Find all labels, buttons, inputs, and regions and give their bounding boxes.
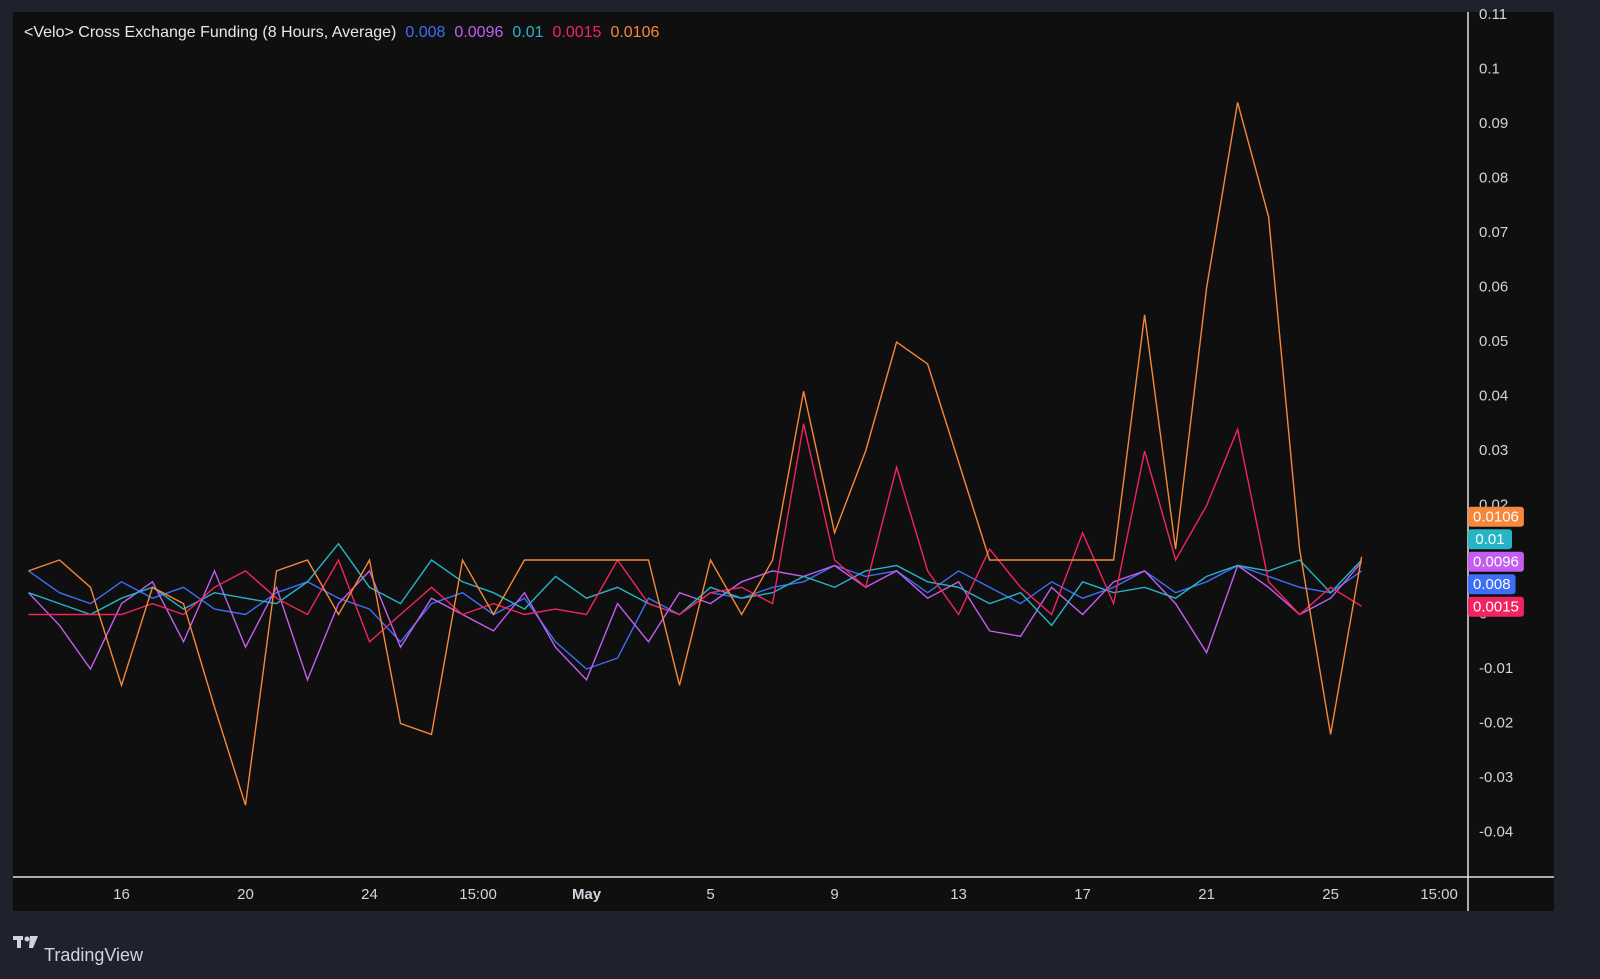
price-label-box xyxy=(1468,529,1512,550)
legend-value: 0.008 xyxy=(405,24,446,41)
series-line xyxy=(27,561,1363,682)
legend: <Velo> Cross Exchange Funding (8 Hours, … xyxy=(24,24,668,42)
price-label: 0.0096 xyxy=(1468,551,1524,572)
price-label-box xyxy=(1468,506,1524,527)
x-tick-label: 21 xyxy=(1198,886,1215,903)
legend-value: 0.01 xyxy=(512,24,544,41)
price-label-box xyxy=(1468,596,1524,617)
price-label-text: 0.0015 xyxy=(1473,599,1519,616)
y-tick-label: 0.04 xyxy=(1479,388,1508,405)
y-tick-label: 0.07 xyxy=(1479,224,1508,241)
y-tick-label: 0.08 xyxy=(1479,170,1508,187)
x-tick-label: 5 xyxy=(706,886,714,903)
series-line xyxy=(28,542,1363,627)
price-label-text: 0.0106 xyxy=(1473,509,1519,526)
x-tick-label: 25 xyxy=(1322,886,1339,903)
y-tick-label: 0.1 xyxy=(1479,61,1500,78)
x-tick-label: 15:00 xyxy=(1420,886,1458,903)
price-label: 0.01 xyxy=(1468,529,1512,550)
price-label: 0.0015 xyxy=(1468,596,1524,617)
y-tick-label: -0.02 xyxy=(1479,714,1513,731)
series-line xyxy=(28,102,1363,806)
x-tick-label: 17 xyxy=(1074,886,1091,903)
x-tick-label: 13 xyxy=(950,886,967,903)
y-tick-label: 0.05 xyxy=(1479,333,1508,350)
x-tick-label: 15:00 xyxy=(459,886,497,903)
price-label-text: 0.0096 xyxy=(1473,554,1519,571)
x-tick-label: May xyxy=(572,886,602,903)
x-tick-label: 24 xyxy=(361,886,378,903)
legend-value: 0.0096 xyxy=(454,24,504,41)
y-tick-label: -0.03 xyxy=(1479,769,1513,786)
legend-value: 0.0106 xyxy=(610,24,660,41)
series-line xyxy=(28,423,1362,643)
y-tick-label: 0.06 xyxy=(1479,279,1508,296)
legend-value: 0.0015 xyxy=(552,24,602,41)
plot-background xyxy=(13,12,1554,911)
price-label-box xyxy=(1468,574,1516,595)
x-tick-label: 20 xyxy=(237,886,254,903)
price-label: 0.008 xyxy=(1468,574,1516,595)
tradingview-logo xyxy=(13,936,38,948)
y-tick-label: -0.01 xyxy=(1479,660,1513,677)
y-tick-label: 0.11 xyxy=(1479,6,1507,23)
price-label: 0.0106 xyxy=(1468,506,1524,527)
x-tick-label: 16 xyxy=(113,886,130,903)
footer: TradingView xyxy=(44,945,144,965)
price-label-box xyxy=(1468,551,1524,572)
legend-title: <Velo> Cross Exchange Funding (8 Hours, … xyxy=(24,24,397,41)
price-label-text: 0.008 xyxy=(1473,576,1511,593)
y-tick-label: -0.04 xyxy=(1479,823,1513,840)
x-tick-label: 9 xyxy=(830,886,838,903)
y-tick-label: 0.03 xyxy=(1479,442,1508,459)
y-tick-label: 0.09 xyxy=(1479,115,1508,132)
price-label-text: 0.01 xyxy=(1475,531,1504,548)
